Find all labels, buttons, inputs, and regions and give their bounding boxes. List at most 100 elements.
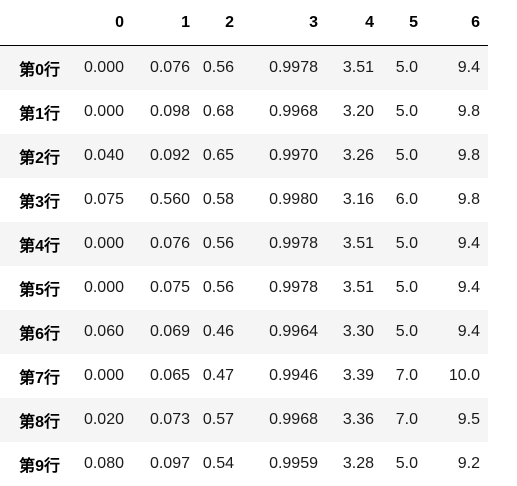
- table-cell: 0.060: [83, 322, 124, 340]
- table-cell: 3.20: [342, 102, 374, 120]
- row-index-label: 第3行: [19, 193, 60, 211]
- table-cell: 0.073: [149, 410, 190, 428]
- table-cell: 0.9978: [269, 58, 318, 76]
- table-cell: 0.9978: [269, 234, 318, 252]
- table-cell: 0.560: [149, 190, 190, 208]
- table-cell: 6.0: [395, 190, 418, 208]
- table-cell: 0.076: [149, 58, 190, 76]
- table-cell: 0.000: [83, 278, 124, 296]
- table-cell: 0.9964: [269, 322, 318, 340]
- table-cell: 0.9980: [269, 190, 318, 208]
- table-cell: 0.9968: [269, 410, 318, 428]
- column-header: 2: [198, 0, 242, 46]
- row-index-label: 第7行: [19, 369, 60, 387]
- table-row: 第1行 0.000 0.098 0.68 0.9968 3.20 5.0 9.8: [0, 89, 488, 134]
- header-row: 0 1 2 3 4 5 6: [0, 0, 488, 46]
- column-header: 6: [426, 0, 488, 46]
- table-row: 第0行 0.000 0.076 0.56 0.9978 3.51 5.0 9.4: [0, 45, 488, 90]
- table-row: 第7行 0.000 0.065 0.47 0.9946 3.39 7.0 10.0: [0, 353, 488, 398]
- table-cell: 0.000: [83, 234, 124, 252]
- table-row: 第3行 0.075 0.560 0.58 0.9980 3.16 6.0 9.8: [0, 177, 488, 222]
- table-header: 0 1 2 3 4 5 6: [0, 0, 488, 46]
- table-cell: 10.0: [448, 366, 480, 384]
- table-row: 第4行 0.000 0.076 0.56 0.9978 3.51 5.0 9.4: [0, 221, 488, 266]
- table-cell: 9.8: [457, 146, 480, 164]
- table-cell: 3.36: [342, 410, 374, 428]
- table-cell: 0.097: [149, 454, 190, 472]
- dataframe-table: 0 1 2 3 4 5 6 第0行 0.000 0.076 0.56 0.9978 3.5…: [0, 0, 488, 486]
- table-cell: 3.39: [342, 366, 374, 384]
- table-cell: 9.8: [457, 190, 480, 208]
- row-index-label: 第4行: [19, 237, 60, 255]
- table-cell: 0.075: [149, 278, 190, 296]
- table-cell: 9.5: [457, 410, 480, 428]
- table-cell: 5.0: [395, 58, 418, 76]
- column-header: 5: [382, 0, 426, 46]
- table-cell: 0.076: [149, 234, 190, 252]
- table-cell: 3.28: [342, 454, 374, 472]
- row-index-label: 第8行: [19, 413, 60, 431]
- table-cell: 9.2: [457, 454, 480, 472]
- table-cell: 0.080: [83, 454, 124, 472]
- table-cell: 5.0: [395, 278, 418, 296]
- table-cell: 0.000: [83, 366, 124, 384]
- table-cell: 7.0: [395, 410, 418, 428]
- table-cell: 0.098: [149, 102, 190, 120]
- row-index-label: 第6行: [19, 325, 60, 343]
- row-index-label: 第2行: [19, 149, 60, 167]
- table-cell: 3.51: [342, 234, 374, 252]
- table-cell: 9.8: [457, 102, 480, 120]
- table-cell: 7.0: [395, 366, 418, 384]
- column-header: 4: [326, 0, 382, 46]
- table-cell: 5.0: [395, 322, 418, 340]
- table-cell: 0.54: [202, 454, 234, 472]
- table-cell: 5.0: [395, 146, 418, 164]
- index-header: [0, 0, 66, 46]
- table-cell: 3.51: [342, 58, 374, 76]
- row-index-label: 第9行: [19, 457, 60, 475]
- table-cell: 0.9970: [269, 146, 318, 164]
- table-row: 第8行 0.020 0.073 0.57 0.9968 3.36 7.0 9.5: [0, 397, 488, 442]
- table-cell: 9.4: [457, 322, 480, 340]
- table-cell: 0.56: [202, 234, 234, 252]
- row-index-label: 第0行: [19, 61, 60, 79]
- table-cell: 3.26: [342, 146, 374, 164]
- table-cell: 0.46: [202, 322, 234, 340]
- table-cell: 0.9946: [269, 366, 318, 384]
- column-header: 1: [132, 0, 198, 46]
- row-index-label: 第1行: [19, 105, 60, 123]
- table-cell: 0.000: [83, 102, 124, 120]
- table-cell: 0.56: [202, 278, 234, 296]
- table-row: 第9行 0.080 0.097 0.54 0.9959 3.28 5.0 9.2: [0, 441, 488, 486]
- table-cell: 0.092: [149, 146, 190, 164]
- table-cell: 3.16: [342, 190, 374, 208]
- table-cell: 3.30: [342, 322, 374, 340]
- table-cell: 0.56: [202, 58, 234, 76]
- table-cell: 0.9978: [269, 278, 318, 296]
- table-cell: 0.075: [83, 190, 124, 208]
- row-index-label: 第5行: [19, 281, 60, 299]
- column-header: 3: [242, 0, 326, 46]
- table-cell: 0.065: [149, 366, 190, 384]
- table-cell: 9.4: [457, 58, 480, 76]
- table-cell: 0.9959: [269, 454, 318, 472]
- table-cell: 3.51: [342, 278, 374, 296]
- column-header: 0: [66, 0, 132, 46]
- table-cell: 0.040: [83, 146, 124, 164]
- table-cell: 5.0: [395, 454, 418, 472]
- table-row: 第2行 0.040 0.092 0.65 0.9970 3.26 5.0 9.8: [0, 133, 488, 178]
- table-cell: 0.68: [202, 102, 234, 120]
- table-body: 第0行 0.000 0.076 0.56 0.9978 3.51 5.0 9.4 第1行 0.00…: [0, 45, 488, 486]
- table-row: 第6行 0.060 0.069 0.46 0.9964 3.30 5.0 9.4: [0, 309, 488, 354]
- table-cell: 9.4: [457, 234, 480, 252]
- table-cell: 0.9968: [269, 102, 318, 120]
- table-cell: 5.0: [395, 102, 418, 120]
- table-cell: 0.65: [202, 146, 234, 164]
- table-cell: 9.4: [457, 278, 480, 296]
- table-cell: 0.020: [83, 410, 124, 428]
- table-row: 第5行 0.000 0.075 0.56 0.9978 3.51 5.0 9.4: [0, 265, 488, 310]
- table-cell: 0.000: [83, 58, 124, 76]
- table-cell: 0.47: [202, 366, 234, 384]
- table-cell: 0.069: [149, 322, 190, 340]
- table-cell: 5.0: [395, 234, 418, 252]
